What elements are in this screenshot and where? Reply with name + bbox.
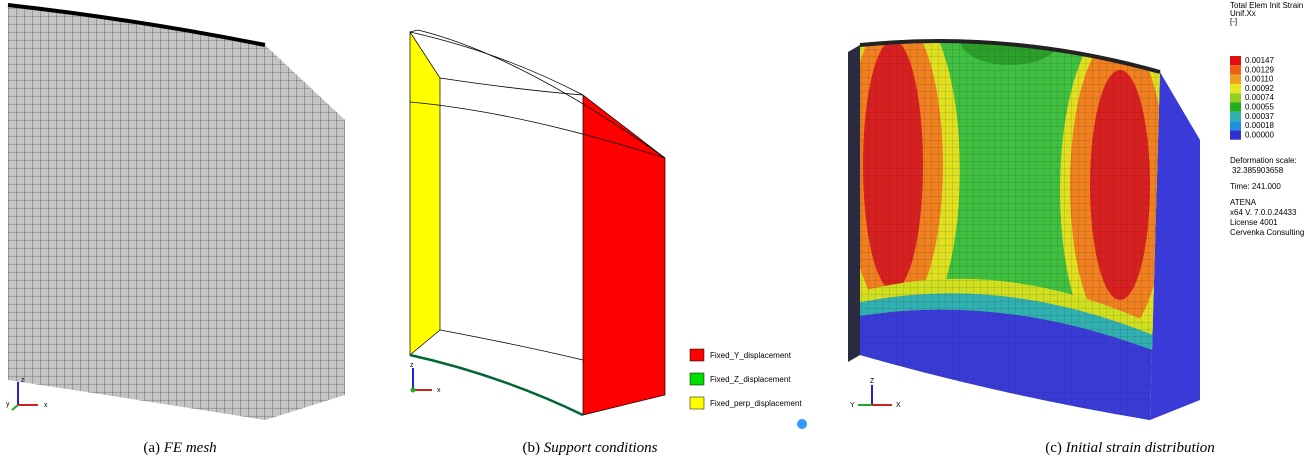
legend-label: Fixed_perp_displacement bbox=[710, 399, 802, 408]
legend-label: Fixed_Y_displacement bbox=[710, 351, 792, 360]
panel-c: Z Y X Total Elem Init StrainUnif.Xx[-]0.… bbox=[840, 0, 1304, 456]
legend-swatch bbox=[1230, 84, 1241, 93]
figure: z x y (a) FE mesh z x Fixed bbox=[0, 0, 1315, 461]
legend-value: 0.00055 bbox=[1245, 103, 1274, 112]
axis-triad: z x bbox=[410, 362, 441, 394]
legend-swatch bbox=[1230, 93, 1241, 102]
caption-label: (c) bbox=[1045, 440, 1062, 456]
mesh-front bbox=[8, 5, 265, 420]
panel-a: z x y (a) FE mesh bbox=[6, 5, 345, 456]
legend-swatch bbox=[690, 397, 704, 409]
legend-swatch bbox=[1230, 75, 1241, 84]
axis-label: z bbox=[410, 362, 414, 369]
legend-swatch bbox=[1230, 56, 1241, 65]
support-z bbox=[410, 355, 583, 415]
legend: Total Elem Init StrainUnif.Xx[-]0.001470… bbox=[1230, 1, 1304, 237]
info-text: x64 V. 7.0.0.24433 bbox=[1230, 208, 1297, 217]
axis-triad: Z Y X bbox=[850, 378, 901, 409]
legend-value: 0.00037 bbox=[1245, 112, 1274, 121]
caption-text: Support conditions bbox=[544, 440, 658, 456]
legend: Fixed_Y_displacement Fixed_Z_displacemen… bbox=[690, 349, 802, 409]
caption: (a) FE mesh bbox=[143, 440, 216, 456]
legend-swatch bbox=[1230, 121, 1241, 130]
axis-label: Y bbox=[850, 402, 855, 409]
caption-text: Initial strain distribution bbox=[1065, 440, 1215, 456]
legend-value: 0.00092 bbox=[1245, 84, 1274, 93]
legend-value: 0.00074 bbox=[1245, 93, 1274, 102]
caption: (c) Initial strain distribution bbox=[1045, 440, 1215, 456]
legend-swatch bbox=[690, 373, 704, 385]
legend-swatch bbox=[1230, 112, 1241, 121]
side-left bbox=[848, 45, 860, 362]
info-text: Deformation scale: bbox=[1230, 156, 1297, 165]
axis-label: Z bbox=[870, 378, 875, 385]
info-text: 32.385903658 bbox=[1232, 166, 1284, 175]
legend-swatch bbox=[1230, 130, 1241, 139]
info-text: ATENA bbox=[1230, 198, 1257, 207]
mesh-side bbox=[265, 45, 345, 420]
legend-swatch bbox=[1230, 103, 1241, 112]
legend-label: Fixed_Z_displacement bbox=[710, 375, 791, 384]
legend-swatch bbox=[1230, 65, 1241, 74]
legend-value: 0.00147 bbox=[1245, 56, 1274, 65]
info-text: Cervenka Consulting bbox=[1230, 228, 1304, 237]
legend-value: 0.00110 bbox=[1245, 75, 1274, 84]
panel-b: z x Fixed_Y_displacement Fixed_Z_displac… bbox=[410, 30, 807, 456]
axis-label: z bbox=[21, 377, 25, 384]
legend-value: 0.00018 bbox=[1245, 121, 1274, 130]
axis-label: X bbox=[896, 402, 901, 409]
logo bbox=[797, 419, 807, 429]
caption-label: (a) bbox=[143, 440, 160, 456]
info-text: License 4001 bbox=[1230, 218, 1278, 227]
legend-title: [-] bbox=[1230, 17, 1237, 26]
support-y bbox=[583, 95, 665, 415]
legend-swatch bbox=[690, 349, 704, 361]
axis-label: x bbox=[44, 402, 48, 409]
legend-value: 0.00129 bbox=[1245, 65, 1274, 74]
caption-label: (b) bbox=[522, 440, 540, 456]
info-text: Time: 241.000 bbox=[1230, 182, 1281, 191]
axis-label: x bbox=[437, 387, 441, 394]
caption-text: FE mesh bbox=[163, 440, 217, 456]
caption: (b) Support conditions bbox=[522, 440, 657, 456]
support-perp bbox=[410, 32, 440, 355]
legend-value: 0.00000 bbox=[1245, 130, 1274, 139]
axis-label: y bbox=[6, 401, 10, 408]
